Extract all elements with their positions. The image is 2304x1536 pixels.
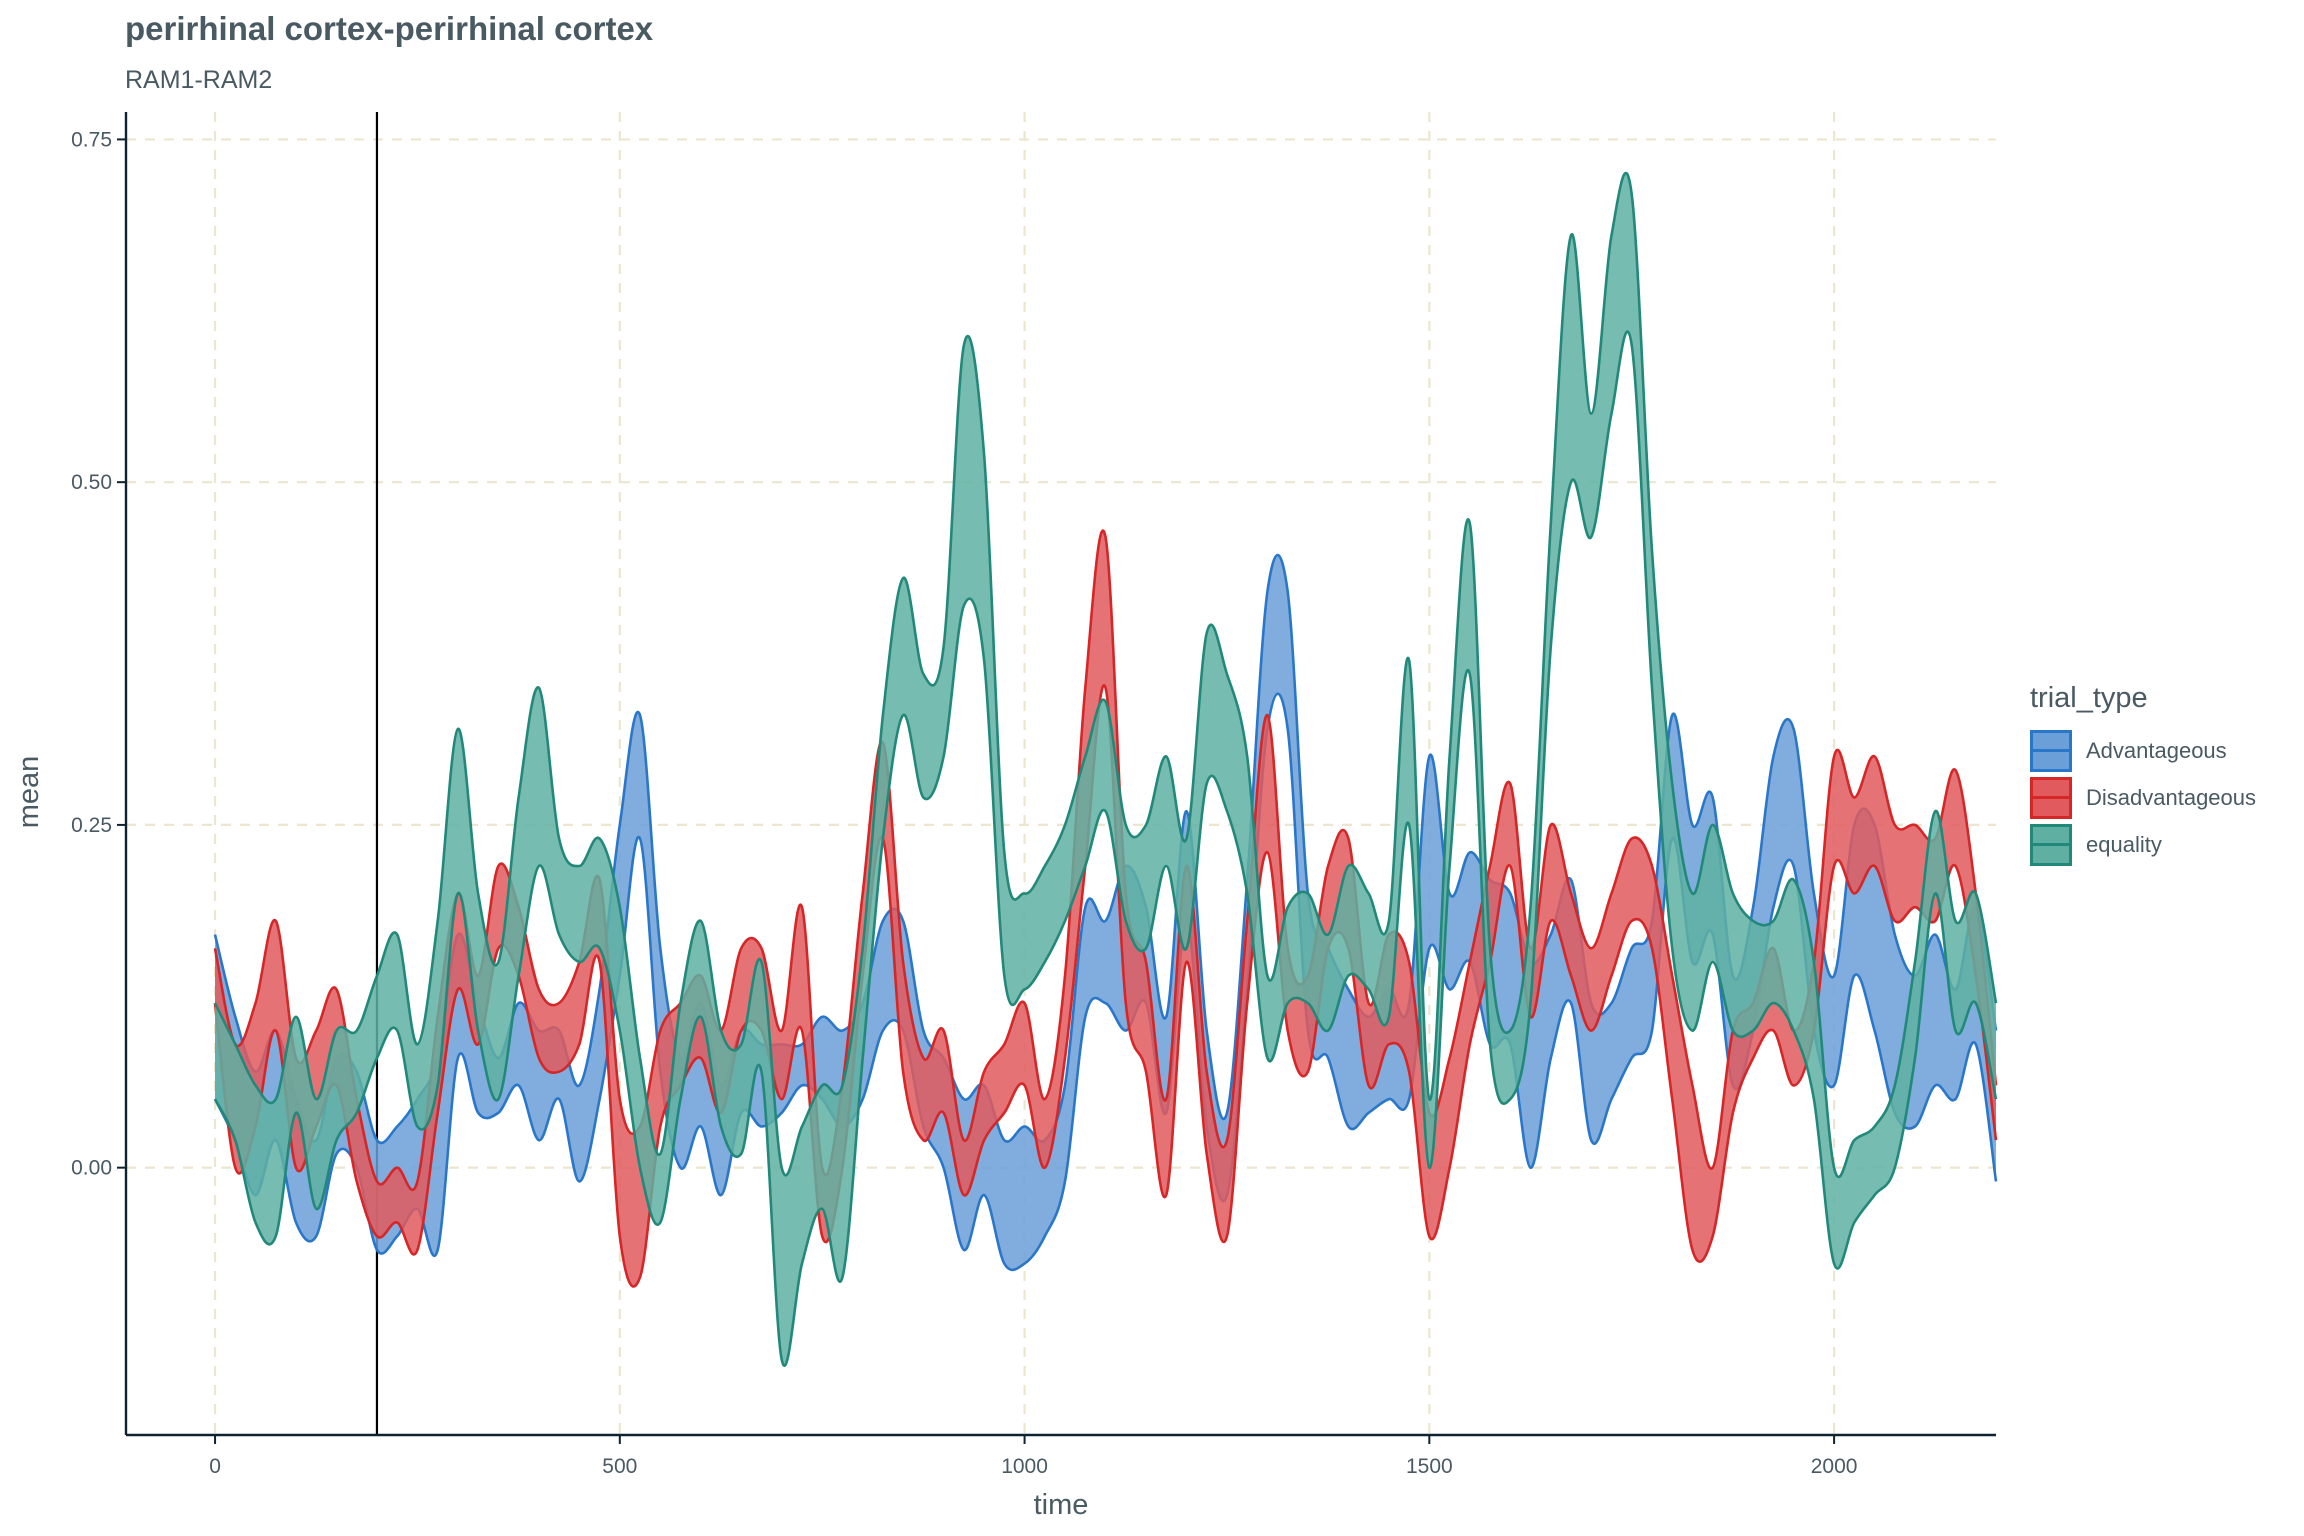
- x-tick-label: 1000: [1001, 1455, 1048, 1478]
- legend-key-line: [2033, 843, 2069, 846]
- y-tick-label: 0.50: [71, 471, 112, 494]
- legend-title: trial_type: [2030, 682, 2148, 714]
- x-tick-label: 1500: [1406, 1455, 1453, 1478]
- x-tick-label: 2000: [1811, 1455, 1858, 1478]
- legend: trial_type Advantageous Disadvantageous eq…: [2030, 682, 2256, 868]
- legend-items: Advantageous Disadvantageous equality: [2030, 727, 2256, 868]
- legend-key-equality: [2030, 823, 2072, 866]
- legend-label: Advantageous: [2086, 737, 2227, 763]
- y-tick-label: 0.00: [71, 1157, 112, 1180]
- axes: [117, 112, 1996, 1444]
- y-tick-label: 0.25: [71, 814, 112, 837]
- equality-ribbon: [215, 173, 1996, 1366]
- y-axis-title: mean: [13, 756, 45, 829]
- legend-label: equality: [2086, 831, 2162, 857]
- legend-item-equality: equality: [2030, 821, 2256, 868]
- disadvantageous-upper-line: [213, 529, 1998, 1192]
- chart-title: perirhinal cortex-perirhinal cortex: [125, 10, 654, 47]
- series-equality: [213, 171, 1998, 1367]
- legend-item-advantageous: Advantageous: [2030, 727, 2256, 774]
- legend-key-disadvantageous: [2030, 776, 2072, 819]
- equality-upper-line: [213, 171, 1998, 1179]
- x-tick-label: 500: [602, 1455, 637, 1478]
- disadvantageous-ribbon: [215, 530, 1996, 1287]
- tick-labels: 0 500 1000 1500 2000 0.00 0.25 0.50 0.75: [71, 128, 1857, 1478]
- equality-lower-line: [213, 330, 1998, 1367]
- series-layer: [213, 171, 1998, 1367]
- legend-label: Disadvantageous: [2086, 784, 2257, 810]
- legend-item-disadvantageous: Disadvantageous: [2030, 774, 2256, 821]
- legend-key-line: [2033, 749, 2069, 752]
- chart-subtitle: RAM1-RAM2: [125, 66, 273, 94]
- legend-key-line: [2033, 796, 2069, 799]
- x-axis-title: time: [1034, 1489, 1089, 1521]
- legend-key-advantageous: [2030, 729, 2072, 772]
- y-tick-label: 0.75: [71, 128, 112, 151]
- x-tick-label: 0: [209, 1455, 221, 1478]
